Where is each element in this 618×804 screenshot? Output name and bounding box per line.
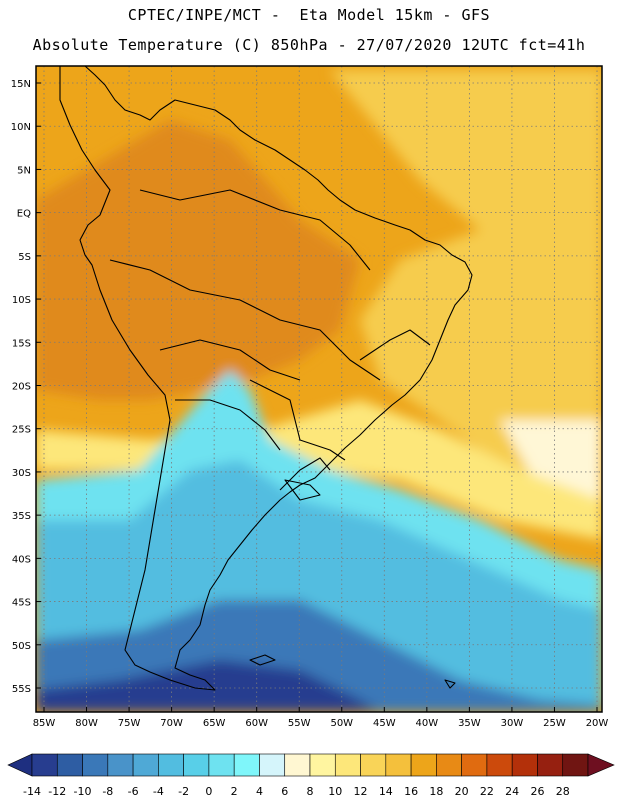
colorbar-swatch bbox=[511, 753, 538, 777]
colorbar-label: -4 bbox=[153, 785, 164, 798]
lat-label: 20S bbox=[12, 382, 31, 393]
colorbar-swatch bbox=[208, 753, 235, 777]
colorbar-swatch bbox=[183, 753, 210, 777]
colorbar-label: -6 bbox=[128, 785, 139, 798]
lon-label: 25W bbox=[543, 718, 566, 729]
colorbar-swatch bbox=[410, 753, 437, 777]
colorbar-label: 10 bbox=[328, 785, 342, 798]
colorbar-swatch bbox=[309, 753, 336, 777]
colorbar-label: 12 bbox=[354, 785, 368, 798]
yellow-region bbox=[330, 70, 602, 500]
colorbar-label: -10 bbox=[74, 785, 92, 798]
colorbar-label: 18 bbox=[429, 785, 443, 798]
lat-label: 55S bbox=[12, 684, 31, 695]
colorbar-swatch bbox=[31, 753, 58, 777]
colorbar-swatch bbox=[334, 753, 361, 777]
colorbar-swatch bbox=[562, 753, 589, 777]
colorbar-label: 28 bbox=[556, 785, 570, 798]
lat-label: 15S bbox=[12, 338, 31, 349]
lat-label: 10N bbox=[11, 122, 31, 133]
lat-label: EQ bbox=[17, 209, 31, 220]
lat-label: 5N bbox=[17, 165, 31, 176]
colorbar-swatch bbox=[56, 753, 83, 777]
lat-label: 5S bbox=[18, 252, 31, 263]
lon-label: 75W bbox=[118, 718, 141, 729]
colorbar-label: 26 bbox=[530, 785, 544, 798]
colorbar-swatch bbox=[259, 753, 286, 777]
colorbar-label: 6 bbox=[281, 785, 288, 798]
lon-label: 20W bbox=[586, 718, 609, 729]
colorbar-labels: -14 -12 -10 -8 -6 -4 -2 0 2 4 6 8 10 12 14 16 18 20 22 24 26… bbox=[23, 785, 570, 798]
colorbar-label: 14 bbox=[379, 785, 393, 798]
lon-label: 85W bbox=[33, 718, 56, 729]
lon-label: 60W bbox=[245, 718, 268, 729]
lat-label: 45S bbox=[12, 598, 31, 609]
colorbar-swatch bbox=[107, 753, 134, 777]
colorbar-label: -8 bbox=[102, 785, 113, 798]
colorbar-swatch bbox=[537, 753, 564, 777]
lon-label: 35W bbox=[458, 718, 481, 729]
lat-label: 15N bbox=[11, 79, 31, 90]
colorbar-label: 20 bbox=[455, 785, 469, 798]
lon-label: 65W bbox=[203, 718, 226, 729]
longitude-labels: 85W 80W 75W 70W 65W 60W 55W 50W 45W 40W 35W 30W 25W 2… bbox=[33, 707, 609, 729]
colorbar-swatch bbox=[360, 753, 387, 777]
colorbar bbox=[7, 753, 615, 777]
navy-region bbox=[36, 660, 380, 712]
colorbar-label: 4 bbox=[256, 785, 263, 798]
colorbar-swatch bbox=[132, 753, 159, 777]
colorbar-swatch bbox=[461, 753, 488, 777]
lon-label: 45W bbox=[373, 718, 396, 729]
lon-label: 30W bbox=[501, 718, 524, 729]
colorbar-label: 8 bbox=[307, 785, 314, 798]
colorbar-swatch bbox=[82, 753, 109, 777]
colorbar-left-arrow bbox=[7, 753, 33, 777]
chart-subtitle: Absolute Temperature (C) 850hPa - 27/07/… bbox=[32, 36, 586, 54]
colorbar-label: -12 bbox=[48, 785, 66, 798]
temperature-field bbox=[36, 66, 602, 712]
lat-label: 40S bbox=[12, 554, 31, 565]
lon-label: 50W bbox=[330, 718, 353, 729]
lat-label: 10S bbox=[12, 295, 31, 306]
cream-region bbox=[500, 420, 602, 500]
colorbar-right-arrow bbox=[587, 753, 615, 777]
colorbar-swatch bbox=[486, 753, 513, 777]
lon-label: 55W bbox=[288, 718, 311, 729]
colorbar-swatch bbox=[233, 753, 260, 777]
colorbar-label: -2 bbox=[178, 785, 189, 798]
colorbar-swatch bbox=[436, 753, 462, 777]
map-frame bbox=[35, 65, 603, 713]
latitude-labels: 15N 10N 5N EQ 5S 10S 15S 20S 25S 30S 35S 40S 45S 50S 5… bbox=[11, 79, 41, 695]
hot-region bbox=[36, 120, 360, 400]
coastline bbox=[59, 66, 473, 691]
colorbar-label: 16 bbox=[404, 785, 418, 798]
colorbar-label: 0 bbox=[205, 785, 212, 798]
colorbar-swatch bbox=[385, 753, 412, 777]
colorbar-label: 22 bbox=[480, 785, 494, 798]
colorbar-swatch bbox=[284, 753, 311, 777]
lon-label: 40W bbox=[416, 718, 439, 729]
lat-label: 35S bbox=[12, 511, 31, 522]
colorbar-label: 24 bbox=[505, 785, 519, 798]
lat-label: 50S bbox=[12, 641, 31, 652]
lat-label: 25S bbox=[12, 425, 31, 436]
colorbar-label: 2 bbox=[231, 785, 238, 798]
lon-label: 70W bbox=[160, 718, 183, 729]
colorbar-label: -14 bbox=[23, 785, 41, 798]
lat-label: 30S bbox=[12, 468, 31, 479]
colorbar-swatch bbox=[158, 753, 184, 777]
chart-title: CPTEC/INPE/MCT - Eta Model 15km - GFS bbox=[127, 6, 491, 24]
lon-label: 80W bbox=[75, 718, 98, 729]
